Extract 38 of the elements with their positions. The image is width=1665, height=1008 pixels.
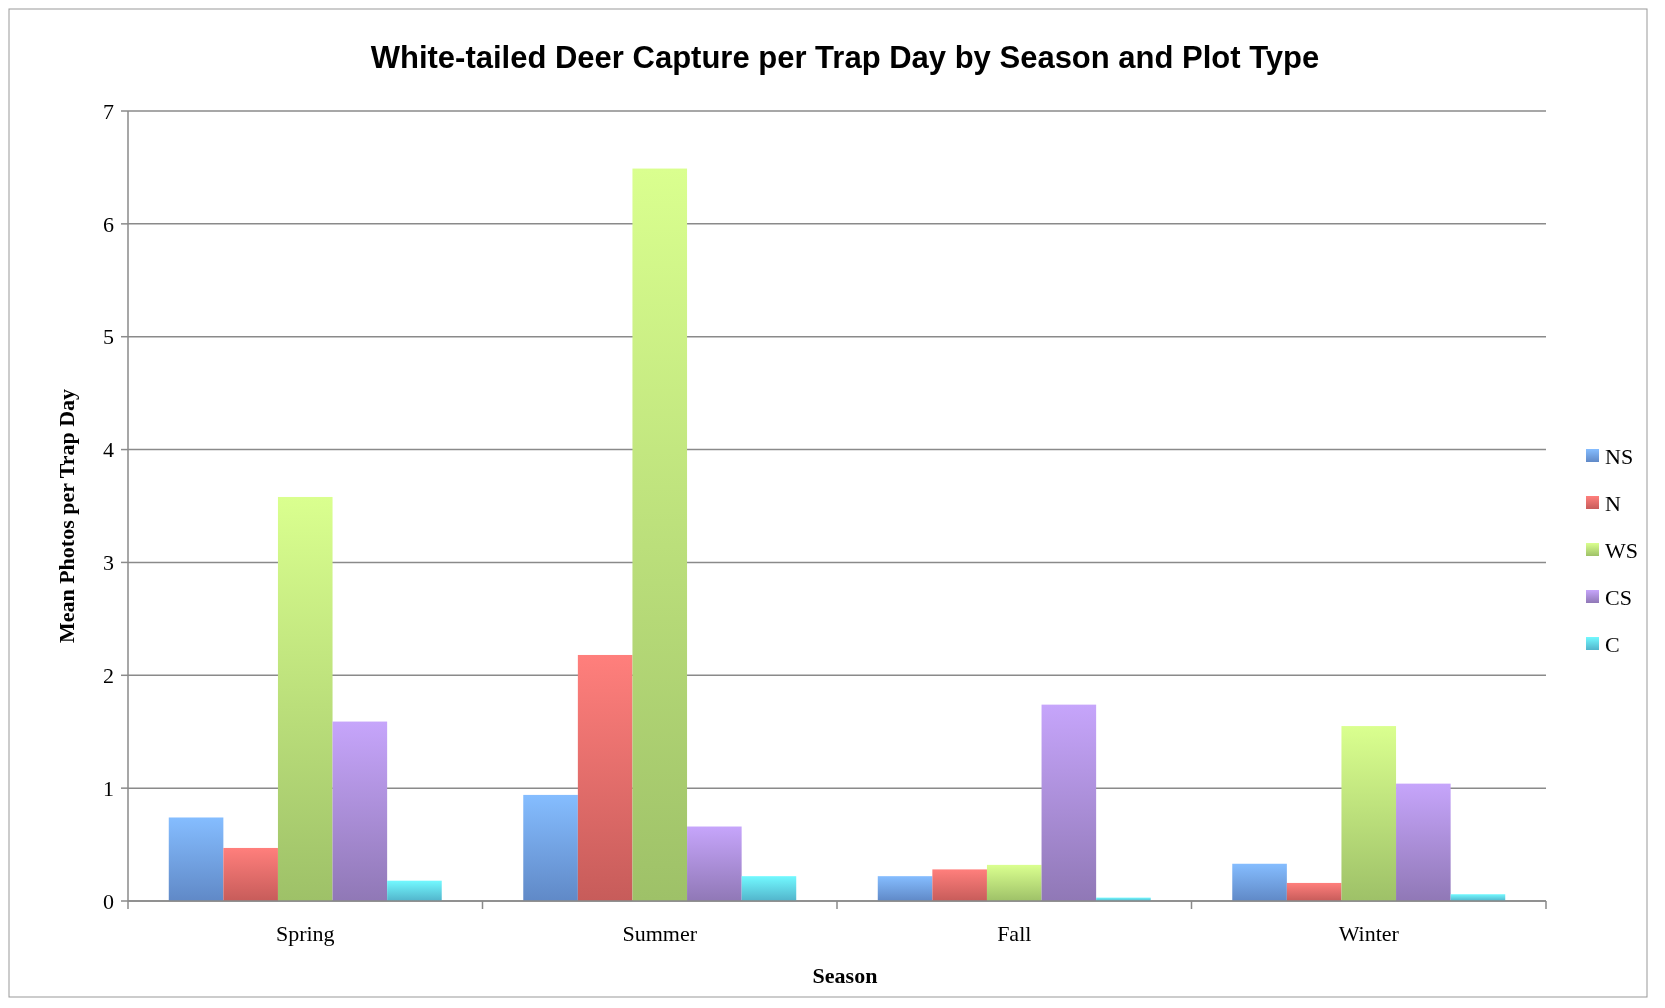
- bar: [687, 826, 742, 901]
- x-tick-label: Winter: [1338, 921, 1400, 946]
- bar: [741, 876, 797, 901]
- bar: [523, 794, 578, 901]
- x-axis-title: Season: [812, 963, 878, 988]
- bar: [877, 876, 933, 901]
- y-tick-label: 4: [103, 437, 114, 463]
- y-tick-label: 5: [103, 324, 114, 350]
- y-axis-title: Mean Photos per Trap Day: [54, 388, 79, 644]
- bar: [1286, 882, 1342, 901]
- bar: [277, 496, 333, 901]
- bar: [168, 817, 224, 901]
- bar: [1341, 726, 1397, 901]
- bar: [932, 869, 987, 901]
- bar: [1396, 783, 1451, 901]
- x-tick-label: Fall: [997, 921, 1032, 946]
- bar: [577, 654, 633, 901]
- legend-label: WS: [1605, 537, 1638, 563]
- bar: [223, 847, 278, 901]
- y-tick-label: 7: [103, 98, 114, 124]
- bar: [1041, 704, 1097, 901]
- legend-label: CS: [1605, 584, 1632, 610]
- bar: [986, 864, 1042, 901]
- legend-label: N: [1605, 490, 1621, 516]
- y-tick-label: 2: [103, 662, 114, 688]
- y-tick-label: 0: [103, 888, 114, 914]
- bar: [1232, 863, 1287, 901]
- bar: [332, 721, 388, 901]
- legend-label: C: [1605, 631, 1620, 657]
- x-tick-label: Summer: [622, 921, 698, 946]
- bar: [387, 880, 442, 901]
- y-tick-label: 3: [103, 550, 114, 576]
- bar: [632, 168, 688, 901]
- y-tick-label: 6: [103, 211, 114, 237]
- legend-label: NS: [1605, 443, 1634, 469]
- chart-title: White-tailed Deer Capture per Trap Day by Season and Plot Type: [370, 40, 1320, 75]
- x-tick-label: Spring: [275, 921, 335, 946]
- y-tick-label: 1: [103, 775, 114, 801]
